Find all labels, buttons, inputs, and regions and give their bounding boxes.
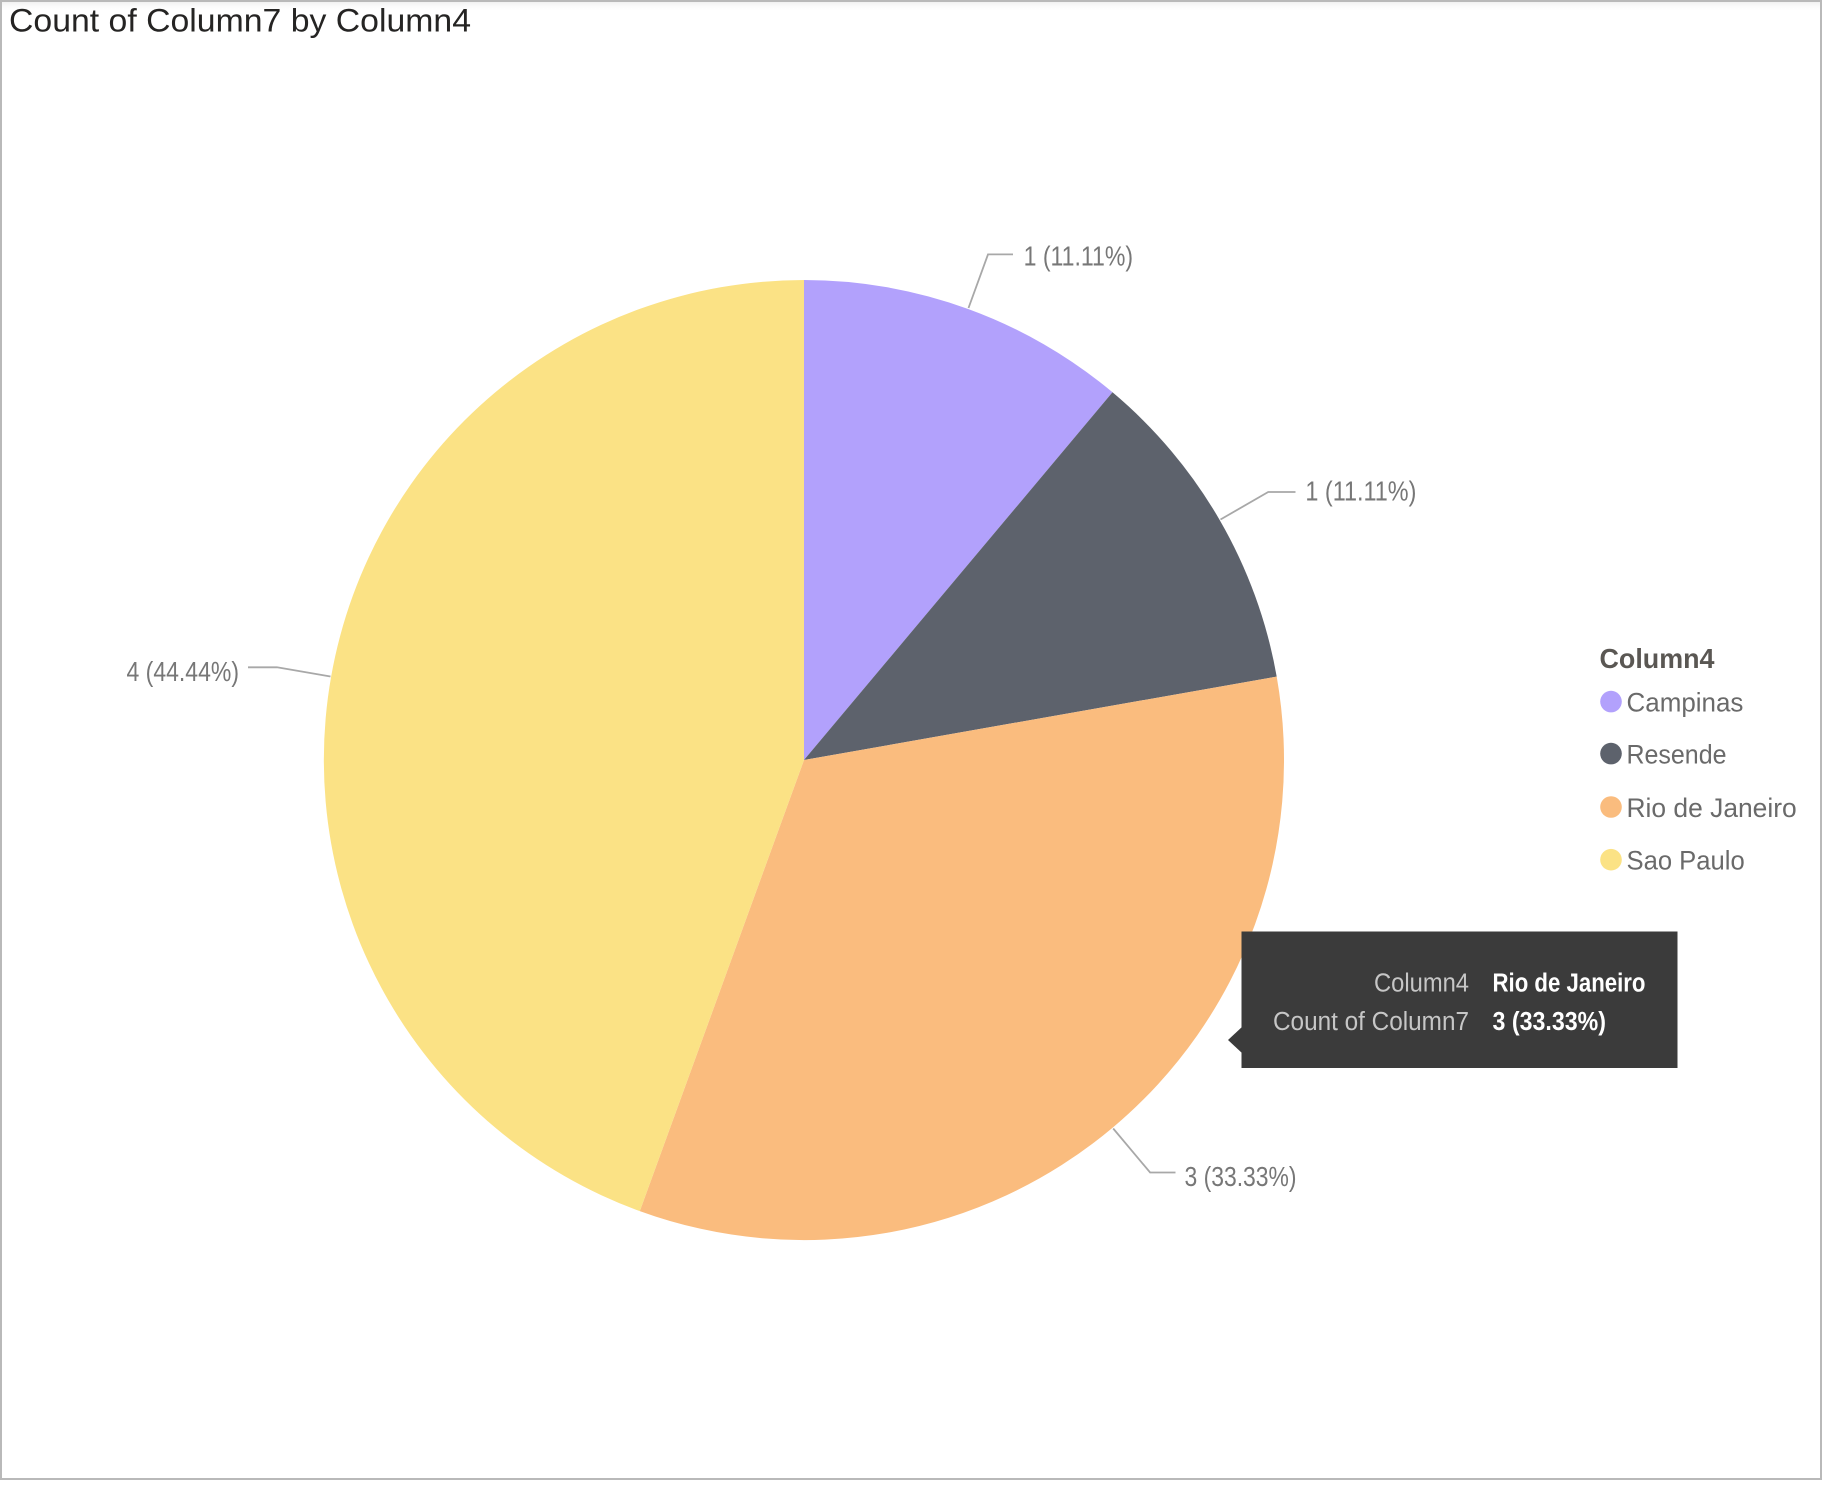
svg-text:3 (33.33%): 3 (33.33%)	[1185, 1161, 1297, 1192]
svg-text:Count of Column7 by Column4: Count of Column7 by Column4	[9, 3, 471, 39]
svg-text:1 (11.11%): 1 (11.11%)	[1305, 476, 1416, 507]
svg-text:Resende: Resende	[1627, 739, 1727, 769]
svg-text:Column4: Column4	[1600, 643, 1715, 674]
svg-text:Rio de Janeiro: Rio de Janeiro	[1627, 793, 1797, 823]
svg-text:1 (11.11%): 1 (11.11%)	[1024, 241, 1134, 272]
svg-text:Rio de Janeiro: Rio de Janeiro	[1493, 970, 1646, 998]
svg-text:Campinas: Campinas	[1627, 687, 1744, 717]
svg-text:Sao Paulo: Sao Paulo	[1627, 846, 1745, 876]
svg-text:Column4: Column4	[1374, 970, 1469, 998]
svg-text:3 (33.33%): 3 (33.33%)	[1493, 1008, 1607, 1036]
svg-text:4 (44.44%): 4 (44.44%)	[127, 656, 240, 687]
svg-text:Count of Column7: Count of Column7	[1273, 1008, 1469, 1036]
